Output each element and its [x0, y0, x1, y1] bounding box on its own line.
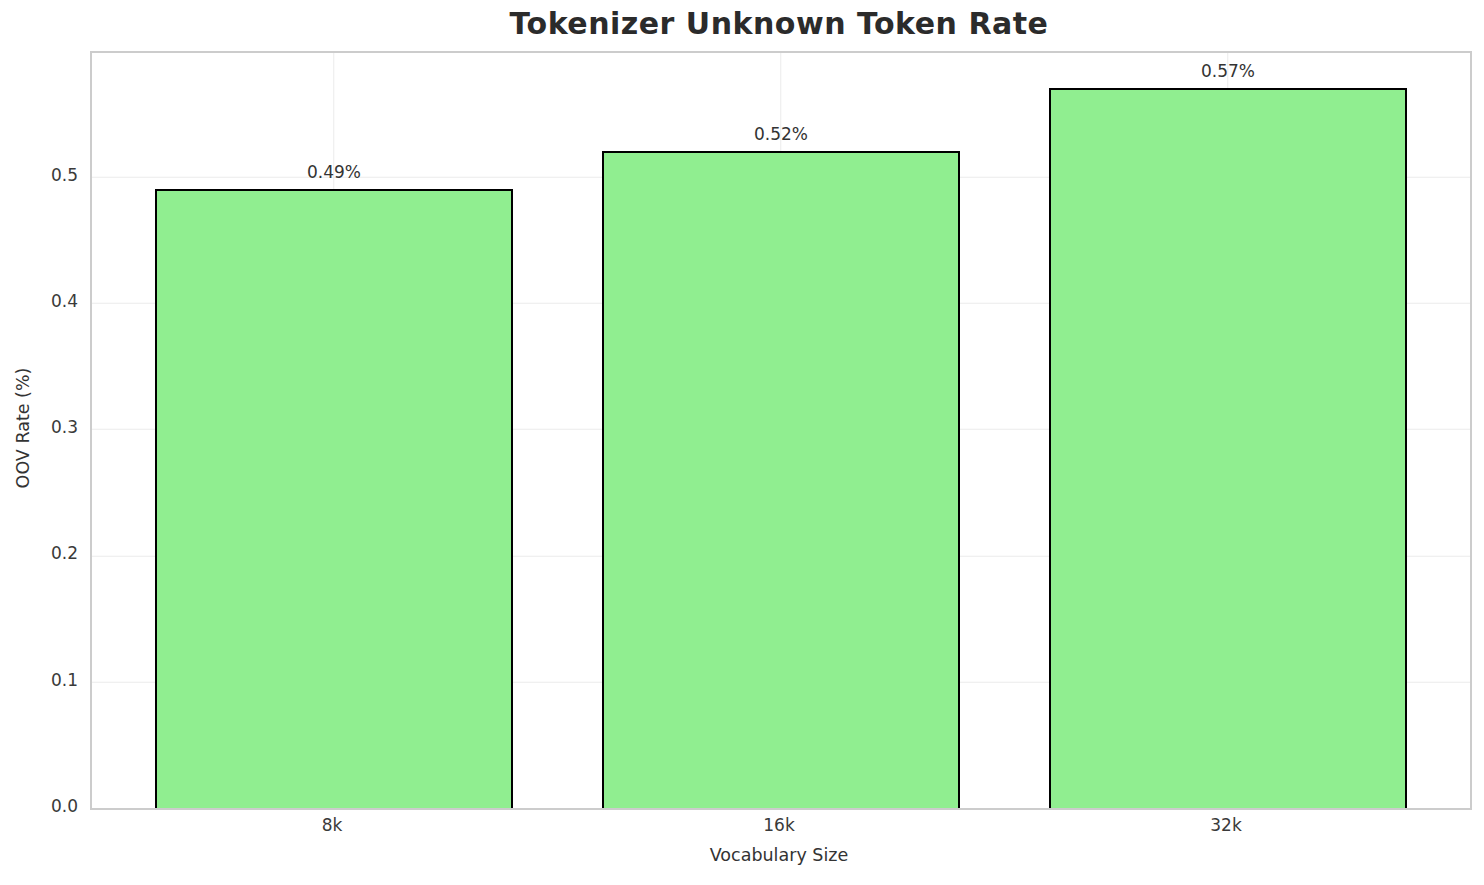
x-tick-label: 32k: [1210, 815, 1241, 835]
bar-chart-figure: Tokenizer Unknown Token Rate 0.49%0.52%0…: [0, 0, 1484, 885]
bar-value-label: 0.52%: [754, 124, 808, 144]
bar-value-label: 0.57%: [1201, 61, 1255, 81]
y-axis-label: OOV Rate (%): [13, 368, 33, 489]
bar-16k: [602, 151, 960, 808]
y-axis-ticks: 0.00.10.20.30.40.5: [0, 51, 78, 806]
bar-value-label: 0.49%: [307, 162, 361, 182]
x-tick-label: 8k: [322, 815, 343, 835]
y-tick-label: 0.3: [0, 417, 78, 437]
bar-32k: [1049, 88, 1407, 808]
y-tick-label: 0.0: [0, 796, 78, 816]
y-tick-label: 0.5: [0, 165, 78, 185]
y-tick-label: 0.4: [0, 291, 78, 311]
x-tick-label: 16k: [763, 815, 794, 835]
bar-8k: [155, 189, 513, 808]
x-axis-ticks: 8k 16k 32k: [90, 815, 1468, 841]
x-axis-label: Vocabulary Size: [90, 845, 1468, 865]
y-tick-label: 0.2: [0, 543, 78, 563]
plot-area: 0.49% 0.52% 0.57%: [90, 51, 1472, 810]
chart-title: Tokenizer Unknown Token Rate: [90, 6, 1468, 41]
y-tick-label: 0.1: [0, 670, 78, 690]
